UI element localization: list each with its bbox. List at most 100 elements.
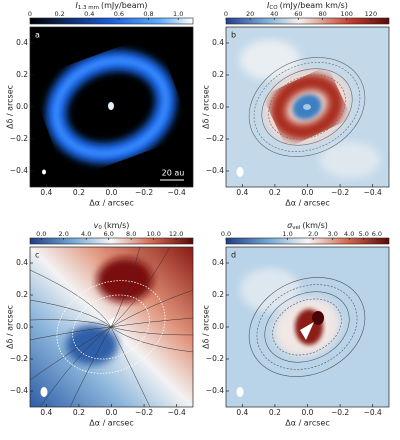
x-tick-label: −0.4 xyxy=(168,408,186,417)
x-tick-label: −0.2 xyxy=(331,408,349,417)
panel-label: b xyxy=(231,31,236,40)
colorbar-tick-label: 0.2 xyxy=(54,10,64,18)
y-tick-label: 0.0 xyxy=(16,322,28,331)
colorbar-tick-label: 0 xyxy=(224,10,228,18)
image-panel xyxy=(226,27,389,187)
colorbar-subscript: vel xyxy=(292,225,301,231)
panel-label: c xyxy=(35,251,39,260)
colorbar-symbol: I xyxy=(75,1,78,10)
colorbar-tick-label: 40 xyxy=(270,10,278,18)
colorbar-tick-label: 10.0 xyxy=(146,230,160,238)
y-axis-label: Δδ / arcsec xyxy=(6,305,15,349)
image-panel xyxy=(226,247,389,407)
y-tick-label: −0.4 xyxy=(10,386,28,395)
colorbar-tick-label: 60 xyxy=(294,10,302,18)
colorbar-symbol: σ xyxy=(287,221,293,230)
y-tick-label: −0.2 xyxy=(10,354,28,363)
x-axis-label: Δα / arcsec xyxy=(89,419,133,428)
y-tick-label: 0.4 xyxy=(212,258,224,267)
x-tick-label: 0.4 xyxy=(40,188,52,197)
y-tick-label: −0.2 xyxy=(206,134,224,143)
colorbar-subscript: 0 xyxy=(98,225,102,231)
y-axis-label: Δδ / arcsec xyxy=(6,85,15,129)
y-tick-label: 0.2 xyxy=(212,290,224,299)
y-axis-label: Δδ / arcsec xyxy=(202,85,211,129)
y-tick-label: 0.2 xyxy=(16,70,28,79)
x-tick-label: −0.4 xyxy=(364,188,382,197)
x-tick-label: −0.4 xyxy=(364,408,382,417)
colorbar-tick-label: 80 xyxy=(318,10,326,18)
x-tick-label: 0.2 xyxy=(269,188,281,197)
colorbar-unit: (km/s) xyxy=(104,221,130,230)
panel-label: d xyxy=(231,251,236,260)
colorbar-tick-label: 0.0 xyxy=(221,230,231,238)
x-axis-label: Δα / arcsec xyxy=(285,199,329,208)
colorbar xyxy=(225,237,390,245)
colorbar-label: σvel (km/s) xyxy=(287,221,328,231)
x-tick-label: 0.2 xyxy=(73,408,85,417)
colorbar-tick-label: 0.8 xyxy=(143,10,153,18)
y-tick-label: 0.4 xyxy=(16,258,28,267)
x-tick-label: −0.2 xyxy=(135,188,153,197)
y-tick-label: −0.4 xyxy=(206,166,224,175)
colorbar-subscript: 1.3 mm xyxy=(78,5,99,11)
y-tick-label: 0.4 xyxy=(212,38,224,47)
colorbar-tick-label: 100 xyxy=(341,10,353,18)
colorbar-tick-label: 6.0 xyxy=(104,230,114,238)
x-tick-label: 0.0 xyxy=(302,188,314,197)
x-tick-label: 0.4 xyxy=(40,408,52,417)
x-tick-label: −0.2 xyxy=(331,188,349,197)
y-axis-label: Δδ / arcsec xyxy=(202,305,211,349)
colorbar-tick-label: 2.0 xyxy=(308,230,318,238)
colorbar xyxy=(29,17,194,25)
image-panel xyxy=(30,27,193,187)
colorbar-tick-label: 0 xyxy=(28,10,32,18)
colorbar xyxy=(29,237,194,245)
colorbar-subscript: CO xyxy=(269,5,278,11)
colorbar-tick-label: 8.0 xyxy=(126,230,136,238)
panel-label: a xyxy=(35,31,40,40)
x-axis-label: Δα / arcsec xyxy=(285,419,329,428)
y-tick-label: 0.4 xyxy=(16,38,28,47)
colorbar-tick-label: 1.0 xyxy=(282,230,292,238)
y-tick-label: −0.4 xyxy=(10,166,28,175)
y-tick-label: 0.0 xyxy=(212,102,224,111)
y-tick-label: −0.2 xyxy=(206,354,224,363)
colorbar-tick-label: 120 xyxy=(365,10,377,18)
y-tick-label: 0.2 xyxy=(16,290,28,299)
colorbar-tick-label: 4.0 xyxy=(344,230,354,238)
colorbar-tick-label: 0.6 xyxy=(114,10,124,18)
colorbar-symbol: v xyxy=(94,221,99,230)
x-axis-label: Δα / arcsec xyxy=(89,199,133,208)
x-tick-label: 0.0 xyxy=(106,408,118,417)
colorbar-tick-label: 0.4 xyxy=(84,10,94,18)
colorbar-tick-label: 2.0 xyxy=(59,230,69,238)
colorbar-tick-label: 4.0 xyxy=(81,230,91,238)
colorbar-tick-label: 1.0 xyxy=(173,10,183,18)
colorbar-tick-label: 12.0 xyxy=(169,230,183,238)
colorbar-label: ICO (mJy/beam km/s) xyxy=(267,1,348,11)
colorbar-tick-label: 3.0 xyxy=(328,230,338,238)
y-tick-label: 0.0 xyxy=(212,322,224,331)
x-tick-label: −0.2 xyxy=(135,408,153,417)
x-tick-label: 0.4 xyxy=(236,408,248,417)
x-tick-label: 0.2 xyxy=(73,188,85,197)
scale-bar-label: 20 au xyxy=(162,169,185,178)
x-tick-label: 0.0 xyxy=(106,188,118,197)
x-tick-label: 0.4 xyxy=(236,188,248,197)
colorbar-symbol: I xyxy=(267,1,270,10)
colorbar-label: v0 (km/s) xyxy=(94,221,130,231)
colorbar-unit: (km/s) xyxy=(302,221,328,230)
colorbar-unit: (mJy/beam) xyxy=(101,1,148,10)
colorbar-tick-label: 0.0 xyxy=(36,230,46,238)
y-tick-label: 0.0 xyxy=(16,102,28,111)
colorbar-tick-label: 20 xyxy=(246,10,254,18)
image-panel xyxy=(30,247,193,407)
colorbar-tick-label: 5.0 xyxy=(359,230,369,238)
x-tick-label: −0.4 xyxy=(168,188,186,197)
y-tick-label: −0.4 xyxy=(206,386,224,395)
y-tick-label: −0.2 xyxy=(10,134,28,143)
colorbar-label: I1.3 mm (mJy/beam) xyxy=(75,1,147,11)
colorbar-unit: (mJy/beam km/s) xyxy=(280,1,348,10)
